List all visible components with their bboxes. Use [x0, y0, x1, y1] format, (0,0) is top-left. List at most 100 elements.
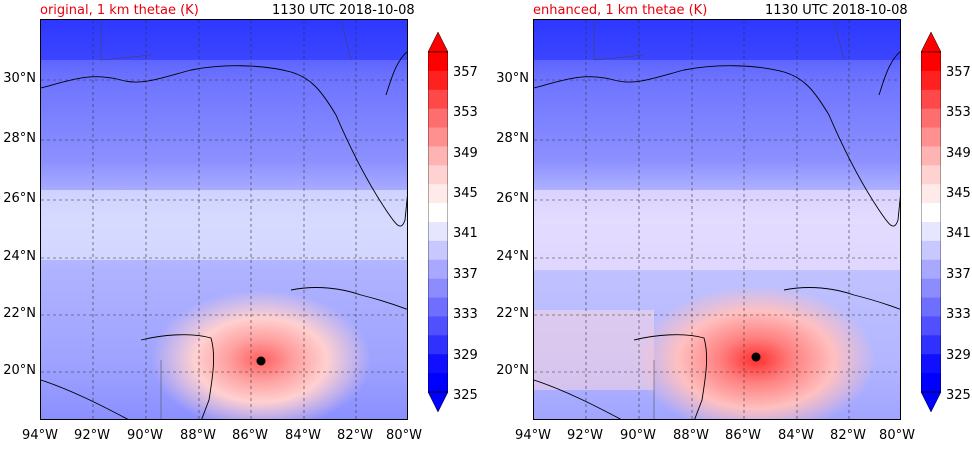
- colorbar-band: [428, 354, 448, 374]
- colorbar-band: [921, 354, 941, 374]
- colorbar-label: 325: [453, 388, 478, 403]
- colorbar-band: [428, 297, 448, 317]
- colorbar-band: [428, 203, 448, 223]
- panel-time: 1130 UTC 2018-10-08: [272, 3, 415, 18]
- map-original: [40, 19, 408, 420]
- colorbar-outline: [428, 51, 448, 393]
- lon-label: 92°W: [567, 428, 603, 443]
- colorbar-band: [428, 52, 448, 72]
- colorbar-band: [428, 184, 448, 204]
- colorbar-band: [428, 259, 448, 280]
- colorbar-extend-max: [921, 32, 941, 53]
- colorbar-band: [428, 240, 448, 261]
- lat-label: 28°N: [3, 131, 36, 146]
- lat-label: 28°N: [496, 131, 529, 146]
- colorbar-band: [921, 108, 941, 129]
- lat-label: 22°N: [3, 306, 36, 321]
- lon-label: 94°W: [515, 428, 551, 443]
- colorbar-band: [428, 316, 448, 336]
- colorbar-outline: [921, 51, 941, 393]
- colorbar: [428, 32, 448, 412]
- colorbar-label: 333: [946, 307, 971, 322]
- colorbar-band: [428, 165, 448, 185]
- colorbar-label: 357: [453, 65, 478, 80]
- panel-time: 1130 UTC 2018-10-08: [765, 3, 908, 18]
- colorbar: [921, 32, 941, 412]
- lon-label: 92°W: [74, 428, 110, 443]
- lat-label: 30°N: [496, 71, 529, 86]
- lat-label: 26°N: [496, 191, 529, 206]
- lat-label: 26°N: [3, 191, 36, 206]
- lon-label: 86°W: [725, 428, 761, 443]
- colorbar-extend-min: [428, 391, 448, 412]
- lat-label: 30°N: [3, 71, 36, 86]
- colorbar-band: [428, 373, 448, 393]
- colorbar-label: 345: [453, 186, 478, 201]
- colorbar-band: [921, 373, 941, 393]
- lon-label: 86°W: [232, 428, 268, 443]
- colorbar-label: 325: [946, 388, 971, 403]
- lon-label: 90°W: [127, 428, 163, 443]
- colorbar-band: [428, 222, 448, 242]
- colorbar-band: [921, 222, 941, 242]
- colorbar-band: [428, 335, 448, 355]
- colorbar-band: [428, 146, 448, 166]
- colorbar-band: [428, 278, 448, 299]
- panel-title: original, 1 km thetae (K): [40, 3, 199, 18]
- lat-label: 20°N: [3, 363, 36, 378]
- lon-label: 88°W: [673, 428, 709, 443]
- colorbar-band: [921, 278, 941, 299]
- lon-label: 82°W: [830, 428, 866, 443]
- colorbar-band: [428, 127, 448, 147]
- colorbar-label: 333: [453, 307, 478, 322]
- colorbar-label: 337: [946, 267, 971, 282]
- lon-label: 94°W: [22, 428, 58, 443]
- colorbar-label: 329: [453, 348, 478, 363]
- colorbar-band: [921, 297, 941, 317]
- colorbar-band: [921, 165, 941, 185]
- colorbar-label: 349: [946, 146, 971, 161]
- colorbar-band: [921, 240, 941, 261]
- colorbar-label: 329: [946, 348, 971, 363]
- colorbar-band: [428, 108, 448, 129]
- colorbar-band: [428, 89, 448, 110]
- colorbar-band: [921, 127, 941, 147]
- colorbar-label: 357: [946, 65, 971, 80]
- panel-title: enhanced, 1 km thetae (K): [533, 3, 708, 18]
- colorbar-label: 353: [453, 105, 478, 120]
- colorbar-band: [921, 70, 941, 91]
- storm-center-marker: [751, 352, 761, 362]
- map-enhanced: [533, 19, 901, 420]
- colorbar-band: [921, 203, 941, 223]
- colorbar-label: 341: [946, 226, 971, 241]
- lon-label: 84°W: [285, 428, 321, 443]
- colorbar-band: [921, 335, 941, 355]
- lon-label: 80°W: [879, 428, 915, 443]
- panel-enhanced: enhanced, 1 km thetae (K) 1130 UTC 2018-…: [493, 0, 972, 449]
- colorbar-extend-max: [428, 32, 448, 53]
- colorbar-label: 349: [453, 146, 478, 161]
- panel-original: original, 1 km thetae (K) 1130 UTC 2018-…: [3, 3, 478, 443]
- colorbar-band: [921, 184, 941, 204]
- colorbar-extend-min: [921, 391, 941, 412]
- lat-label: 22°N: [496, 306, 529, 321]
- colorbar-label: 345: [946, 186, 971, 201]
- lon-label: 90°W: [620, 428, 656, 443]
- colorbar-band: [921, 146, 941, 166]
- colorbar-band: [921, 316, 941, 336]
- lat-label: 24°N: [3, 249, 36, 264]
- colorbar-band: [921, 259, 941, 280]
- storm-center-marker: [256, 356, 266, 366]
- colorbar-band: [428, 70, 448, 91]
- colorbar-band: [921, 89, 941, 110]
- lat-label: 24°N: [496, 249, 529, 264]
- lon-label: 84°W: [778, 428, 814, 443]
- lat-label: 20°N: [496, 363, 529, 378]
- lon-label: 88°W: [180, 428, 216, 443]
- colorbar-label: 341: [453, 226, 478, 241]
- colorbar-label: 337: [453, 267, 478, 282]
- lon-label: 80°W: [386, 428, 422, 443]
- colorbar-band: [921, 52, 941, 72]
- colorbar-label: 353: [946, 105, 971, 120]
- lon-label: 82°W: [337, 428, 373, 443]
